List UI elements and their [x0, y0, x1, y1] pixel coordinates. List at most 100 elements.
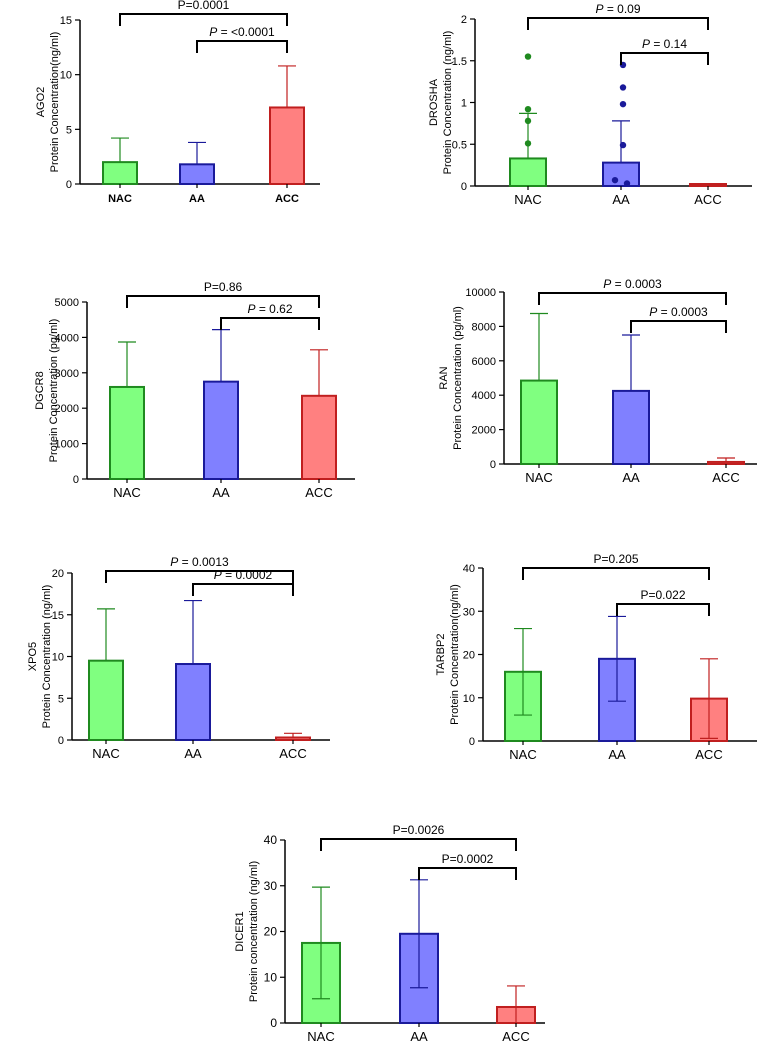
- y-tick-label: 0.5: [452, 139, 467, 151]
- y-tick-label: 10: [463, 693, 475, 705]
- y-axis-gene-label: DICER1: [234, 911, 246, 951]
- data-point-nac: [524, 105, 532, 113]
- bar-aa: [203, 380, 239, 480]
- data-point-nac: [524, 117, 532, 125]
- y-tick-label: 5: [66, 124, 72, 136]
- y-axis-label: Protein Concentration (ng/ml): [41, 585, 53, 729]
- y-tick-label: 8000: [472, 321, 496, 333]
- y-axis-gene-label: AGO2: [35, 87, 47, 118]
- y-tick-label: 2000: [55, 403, 79, 415]
- y-tick-label: 20: [52, 568, 64, 580]
- y-tick-label: 4000: [55, 332, 79, 344]
- bar-aa: [175, 663, 211, 742]
- p-value-label-1: P=0.205: [593, 552, 638, 566]
- y-axis-gene-label: DROSHA: [428, 78, 440, 126]
- y-axis-label: Protein Concentration(ng/ml): [49, 32, 61, 173]
- significance-bracket-1: [105, 570, 294, 583]
- bar-nac: [109, 385, 145, 480]
- bar-aa: [612, 389, 650, 465]
- y-tick-label: 15: [52, 610, 64, 622]
- y-tick-label: 0: [58, 735, 64, 747]
- p-value-label-2: P=0.0002: [442, 852, 494, 866]
- y-tick-label: 20: [264, 925, 278, 939]
- bar-nac: [509, 157, 547, 188]
- y-tick-label: 30: [264, 879, 278, 893]
- significance-bracket-1: [119, 13, 288, 26]
- significance-bracket-1: [527, 17, 709, 30]
- y-tick-label: 2000: [472, 425, 496, 437]
- p-value-label-2: P = 0.14: [642, 37, 687, 51]
- bar-acc: [275, 736, 311, 741]
- y-tick-label: 1000: [55, 439, 79, 451]
- category-label-aa: AA: [212, 485, 230, 500]
- y-axis-label: Protein Concentration (ng/ml): [442, 31, 454, 175]
- y-tick-label: 10: [60, 70, 72, 82]
- data-point-aa: [619, 84, 627, 91]
- y-tick-label: 0: [66, 179, 72, 191]
- category-label-aa: AA: [189, 193, 205, 205]
- y-tick-label: 6000: [472, 356, 496, 368]
- y-axis-label: Protein Concentration (pg/ml): [48, 319, 60, 463]
- category-label-nac: NAC: [525, 470, 552, 485]
- y-tick-label: 0: [490, 459, 496, 471]
- category-label-aa: AA: [608, 747, 626, 762]
- y-tick-label: 0: [73, 474, 79, 486]
- category-label-acc: ACC: [305, 485, 332, 500]
- y-tick-label: 15: [60, 15, 72, 27]
- p-value-label-2: P = 0.0002: [214, 568, 273, 582]
- data-point-nac: [524, 53, 532, 60]
- significance-bracket-1: [320, 838, 517, 851]
- significance-bracket-1: [126, 295, 320, 308]
- y-tick-label: 0: [469, 736, 475, 748]
- y-tick-label: 10: [264, 970, 278, 984]
- p-value-label-2: P = 0.0003: [649, 305, 708, 319]
- significance-bracket-2: [192, 583, 294, 596]
- category-label-nac: NAC: [92, 746, 119, 761]
- bar-acc: [689, 183, 727, 187]
- significance-bracket-2: [418, 867, 517, 880]
- significance-bracket-1: [522, 567, 710, 580]
- chart-ran: 0 2000 4000 6000 8000 10000 RAN Protein Concent…: [438, 277, 757, 485]
- p-value-label-1: P=0.0001: [178, 0, 230, 12]
- category-label-acc: ACC: [694, 192, 721, 207]
- bar-acc: [707, 460, 745, 466]
- p-value-label-2: P = <0.0001: [209, 25, 275, 39]
- chart-ago2: 0 5 10 15 AGO2 Protein Concentration(ng/ml) NA…: [35, 0, 320, 205]
- category-label-aa: AA: [410, 1029, 428, 1044]
- y-axis-gene-label: RAN: [438, 366, 450, 389]
- data-point-aa: [619, 100, 627, 108]
- category-label-aa: AA: [622, 470, 640, 485]
- significance-bracket-2: [616, 603, 710, 616]
- y-tick-label: 4000: [472, 390, 496, 402]
- y-tick-label: 0: [461, 181, 467, 193]
- y-axis-gene-label: TARBP2: [435, 634, 447, 676]
- chart-dgcr8: 0 1000 2000 3000 4000 5000 DGCR8 Protein Concen…: [34, 280, 355, 500]
- bar-acc: [301, 394, 337, 480]
- data-point-aa: [611, 176, 619, 184]
- y-tick-label: 10000: [465, 287, 496, 299]
- bar-nac: [102, 161, 138, 185]
- p-value-label-1: P = 0.0003: [603, 277, 662, 291]
- y-tick-label: 5000: [55, 297, 79, 309]
- chart-xpo5: 0 5 10 15 20 XPO5 Protein Concentration (ng/ml…: [27, 555, 330, 761]
- category-label-nac: NAC: [307, 1029, 334, 1044]
- p-value-label-1: P=0.0026: [393, 823, 445, 837]
- chart-dicer1: 0 10 20 30 40 DICER1 Protein concentration (ng…: [234, 823, 545, 1044]
- data-point-aa: [623, 180, 631, 187]
- category-label-nac: NAC: [113, 485, 140, 500]
- p-value-label-1: P=0.86: [204, 280, 243, 294]
- y-tick-label: 20: [463, 650, 475, 662]
- category-label-nac: NAC: [108, 193, 132, 205]
- bar-aa: [179, 163, 215, 186]
- p-value-label-2: P=0.022: [640, 588, 685, 602]
- y-axis-gene-label: DGCR8: [34, 371, 46, 410]
- significance-bracket-2: [196, 40, 288, 53]
- chart-tarbp2: 0 10 20 30 40 TARBP2 Protein Concentration(ng/…: [435, 552, 757, 762]
- bar-acc: [269, 106, 305, 185]
- significance-bracket-2: [620, 52, 709, 65]
- y-tick-label: 40: [264, 833, 278, 847]
- category-label-aa: AA: [612, 192, 630, 207]
- p-value-label-2: P = 0.62: [247, 302, 292, 316]
- y-tick-label: 1.5: [452, 56, 467, 68]
